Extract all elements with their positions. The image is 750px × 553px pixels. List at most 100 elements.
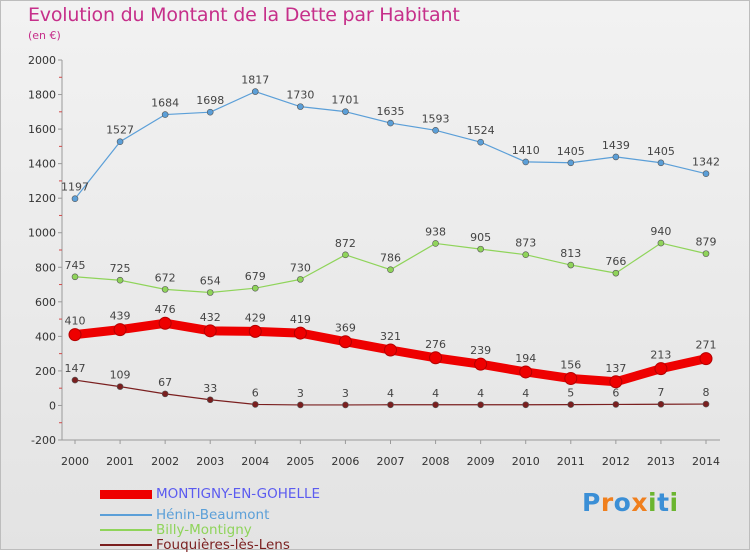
y-tick-label: 200 — [35, 365, 56, 378]
data-point — [297, 103, 304, 110]
data-point — [519, 365, 533, 379]
data-label: 879 — [696, 236, 717, 249]
data-point — [429, 351, 443, 365]
data-label: 137 — [605, 362, 626, 375]
x-tick-label: 2011 — [557, 455, 585, 468]
data-label: 410 — [65, 315, 86, 328]
logo-letter: r — [600, 488, 614, 517]
y-tick-label: 600 — [35, 296, 56, 309]
chart-title: Evolution du Montant de la Dette par Hab… — [28, 4, 460, 26]
data-label: 1439 — [602, 139, 630, 152]
data-point — [297, 276, 304, 283]
logo-letter: x — [631, 488, 648, 517]
data-label: 813 — [560, 247, 581, 260]
y-tick-label: 0 — [49, 399, 56, 412]
data-point — [702, 250, 710, 257]
y-tick-label: 1000 — [28, 227, 56, 240]
data-point — [342, 401, 349, 409]
data-label: 6 — [252, 386, 259, 399]
y-tick-label: 1600 — [28, 123, 56, 136]
data-label: 766 — [605, 255, 626, 268]
data-point — [161, 111, 169, 118]
data-label: 672 — [155, 271, 176, 284]
data-point — [68, 328, 82, 342]
data-label: 1698 — [196, 94, 224, 107]
data-point — [116, 138, 124, 145]
x-tick-label: 2000 — [61, 455, 89, 468]
data-label: 1342 — [692, 156, 720, 169]
data-label: 730 — [290, 261, 311, 274]
data-point — [161, 286, 169, 293]
logo-letter: i — [648, 488, 658, 517]
data-point — [567, 261, 575, 269]
data-label: 276 — [425, 338, 446, 351]
x-tick-label: 2001 — [106, 455, 134, 468]
data-point — [387, 401, 394, 409]
data-label: 194 — [515, 352, 536, 365]
data-point — [522, 401, 530, 409]
logo-letter: i — [669, 488, 679, 517]
data-label: 873 — [515, 237, 536, 250]
data-label: 271 — [696, 339, 717, 352]
x-tick-label: 2005 — [286, 455, 314, 468]
proxiti-logo: Proxiti — [582, 488, 679, 517]
data-point — [702, 400, 710, 408]
data-point — [522, 158, 530, 166]
data-label: 8 — [703, 386, 710, 399]
data-point — [71, 376, 79, 384]
data-point — [612, 401, 620, 408]
data-point — [432, 127, 439, 134]
data-point — [251, 401, 259, 408]
data-point — [116, 276, 124, 284]
data-label: 1527 — [106, 124, 134, 137]
data-label: 147 — [65, 362, 86, 375]
data-label: 239 — [470, 344, 491, 357]
data-point — [206, 396, 214, 404]
data-label: 940 — [650, 225, 671, 238]
data-point — [612, 269, 620, 277]
data-point — [297, 401, 304, 409]
data-label: 156 — [560, 359, 581, 372]
data-label: 1730 — [286, 89, 314, 102]
x-tick-label: 2006 — [331, 455, 359, 468]
data-label: 1817 — [241, 74, 269, 87]
data-point — [248, 324, 262, 338]
legend-label: MONTIGNY-EN-GOHELLE — [156, 486, 321, 502]
data-point — [477, 138, 484, 146]
data-label: 4 — [387, 387, 394, 400]
data-label: 419 — [290, 313, 311, 326]
data-label: 3 — [297, 387, 304, 400]
data-label: 905 — [470, 231, 491, 244]
data-point — [432, 401, 439, 409]
x-tick-label: 2008 — [422, 455, 450, 468]
y-tick-label: 400 — [35, 330, 56, 343]
data-label: 786 — [380, 252, 401, 265]
legend-label: Fouquières-lès-Lens — [156, 537, 290, 553]
x-tick-label: 2010 — [512, 455, 540, 468]
data-point — [564, 372, 578, 386]
data-point — [609, 375, 623, 389]
data-label: 1405 — [647, 145, 675, 158]
data-point — [251, 284, 259, 292]
y-tick-label: 1800 — [28, 89, 56, 102]
data-label: 654 — [200, 274, 221, 287]
legend-swatch — [100, 514, 152, 516]
data-point — [71, 273, 79, 281]
legend-swatch — [100, 529, 152, 531]
data-point — [474, 357, 488, 371]
data-label: 1405 — [557, 145, 585, 158]
data-point — [699, 352, 713, 366]
data-label: 1410 — [512, 144, 540, 157]
data-point — [432, 240, 439, 247]
data-label: 1635 — [377, 105, 405, 118]
legend-swatch — [100, 490, 152, 499]
data-point — [116, 383, 124, 390]
data-label: 1684 — [151, 97, 179, 110]
legend-label: Billy-Montigny — [156, 522, 252, 538]
data-point — [567, 159, 575, 167]
data-label: 1593 — [422, 112, 450, 125]
data-point — [71, 195, 79, 202]
data-label: 3 — [342, 387, 349, 400]
